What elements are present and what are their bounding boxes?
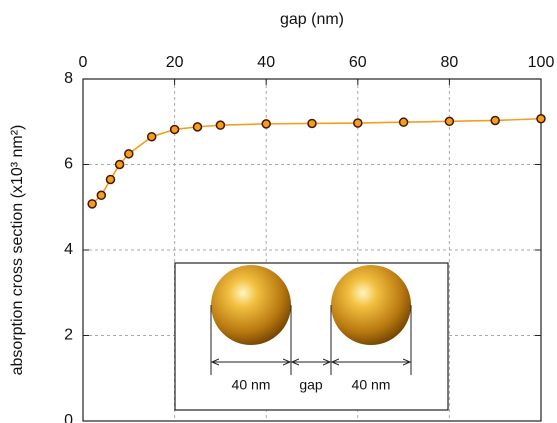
x-tick-label: 40: [257, 54, 275, 71]
data-point: [216, 121, 224, 129]
x-tick-label: 80: [441, 54, 459, 71]
inset: 40 nm gap 40 nm: [175, 263, 448, 410]
sphere: [211, 265, 291, 345]
y-axis-label: absorption cross section (x10³ nm²): [9, 125, 26, 376]
data-point: [194, 123, 202, 131]
x-tick-label: 0: [79, 54, 88, 71]
data-point: [97, 191, 105, 199]
annotation: 40 nm: [352, 377, 391, 393]
data-point: [491, 116, 499, 124]
chart: gap (nm) absorption cross section (x10³ …: [0, 0, 557, 423]
data-point: [88, 200, 96, 208]
data-point: [354, 119, 362, 127]
x-tick-label: 100: [528, 54, 555, 71]
sphere: [331, 265, 411, 345]
x-tick-label: 20: [166, 54, 184, 71]
data-point: [308, 119, 316, 127]
y-tick-label: 4: [64, 241, 73, 258]
y-tick-label: 2: [64, 327, 73, 344]
data-point: [171, 125, 179, 133]
data-point: [262, 120, 270, 128]
annotation: gap: [299, 377, 323, 393]
data-point: [116, 161, 124, 169]
data-point: [125, 150, 133, 158]
data-point: [400, 118, 408, 126]
annotation: 40 nm: [232, 377, 271, 393]
x-tick-label: 60: [349, 54, 367, 71]
data-point: [106, 175, 114, 183]
data-point: [148, 133, 156, 141]
data-point: [537, 115, 545, 123]
data-line: [92, 119, 541, 204]
y-tick-label: 6: [64, 156, 73, 173]
x-axis-label: gap (nm): [280, 11, 344, 28]
data-point: [445, 117, 453, 125]
y-tick-label: 0: [64, 412, 73, 423]
y-tick-label: 8: [64, 70, 73, 87]
